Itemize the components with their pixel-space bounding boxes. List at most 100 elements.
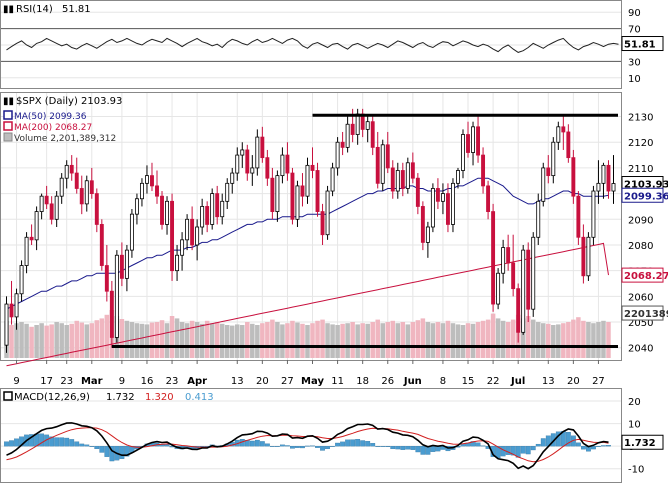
candle-up [556,126,561,143]
candle-up [240,149,245,156]
volume-bar [405,324,411,358]
volume-bar [415,320,421,358]
volume-bar [445,320,451,358]
price-tick-label: 2130 [628,113,653,124]
candle-down [109,290,114,338]
date-label: 23 [166,376,179,387]
rsi-tick-label: 10 [628,74,641,85]
macd-histogram-bar [305,445,310,447]
candle-up [451,182,455,225]
candle-down [245,149,250,174]
price-badge-ma50: 2099.36 [624,191,668,202]
volume-bar [330,324,335,358]
macd-legend: MACD(12,26,9) 1.732 1.320 0.413 [3,391,214,403]
volume-bar [290,320,295,358]
volume-bar [581,320,586,358]
candle-down [215,193,220,218]
volume-bar [24,323,29,358]
volume-bar [480,320,486,358]
candle-down [420,206,425,243]
volume-label: Volume 2,201,389,312 [14,134,116,144]
macd-histogram-bar [94,446,100,450]
date-label: 15 [462,376,475,387]
candle-down [89,180,94,195]
volume-bar [174,318,180,358]
rsi-value-badge: 51.81 [621,36,664,52]
volume-bar [425,322,431,358]
volume-bar [355,324,360,358]
volume-bar [340,323,345,358]
volume-bars [4,310,611,358]
date-label: Apr [187,376,207,387]
volume-bar [556,324,561,358]
macd-histogram-bar [54,437,60,447]
candle-up [64,164,69,179]
macd-histogram-bar [540,438,546,447]
volume-bar [204,320,210,358]
candle-up [134,198,139,215]
candle-down [481,154,486,187]
macd-histogram-bar [420,446,426,455]
candle-down [155,185,159,197]
candle-down [9,303,14,318]
candle-down [74,172,79,189]
candle-down [119,254,124,279]
volume-bar [209,323,215,358]
rsi-tick-label: 70 [628,25,641,36]
rsi-legend: ▮▮ RSI(14) 51.81 [3,4,91,15]
candle-down [160,195,164,225]
candle-up [295,185,300,220]
candle-up [114,254,119,338]
ma50-swatch [3,110,13,120]
price-legend: ▮▮ $SPX (Daily) 2103.93 MA(50) 2099.36 M… [3,96,122,144]
volume-bar [435,322,441,358]
macd-histogram-bar [274,446,280,447]
volume-bar [596,322,601,358]
macd-histogram-bar [510,446,516,456]
candle-up [124,249,129,279]
candle-up [185,218,190,241]
candle-up [54,195,59,220]
volume-bar [179,322,185,358]
candle-down [445,193,450,225]
candle-up [365,121,370,130]
candle-down [260,136,265,159]
macd-histogram-bar [565,432,571,447]
ticker-line: $SPX (Daily) 2103.93 [16,96,122,107]
candle-down [511,262,516,290]
candle-up [34,211,39,241]
date-axis: 9 17 23 Mar 9 16 23 Apr 13 20 27 May 11 18 26 Jun 8 15 22 J… [13,360,605,387]
candle-down [290,172,295,220]
volume-bar [79,322,85,358]
volume-bar [270,319,275,358]
candle-down [516,288,521,333]
macd-histogram-bar [44,434,50,447]
volume-bar [64,325,69,358]
candle-up [200,206,205,228]
candle-up [230,172,235,184]
volume-bar [54,322,59,358]
volume-bar [84,324,90,358]
macd-histogram-bar [310,445,315,447]
macd-histogram-bar [64,437,70,447]
date-label: 16 [141,376,154,387]
macd-histogram-bar [199,446,205,447]
volume-bar [320,319,325,358]
date-label: 27 [281,376,294,387]
macd-histogram-bar [580,446,586,450]
candle-up [541,167,546,202]
volume-bar [485,319,491,358]
macd-swatch [3,391,13,401]
ma50-label: MA(50) 2099.36 [14,112,87,122]
macd-histogram-bar [345,439,351,447]
macd-histogram-bar [520,446,526,454]
candle-up [601,164,606,184]
ma200-label: MA(200) 2068.27 [14,123,92,133]
macd-histogram-bar [360,440,366,447]
macd-signal-value: 1.320 [145,392,174,403]
volume-bar [144,324,150,358]
date-label: 20 [256,376,269,387]
macd-histogram-bar [290,446,295,449]
candle-down [300,185,305,197]
volume-bar [19,322,24,358]
